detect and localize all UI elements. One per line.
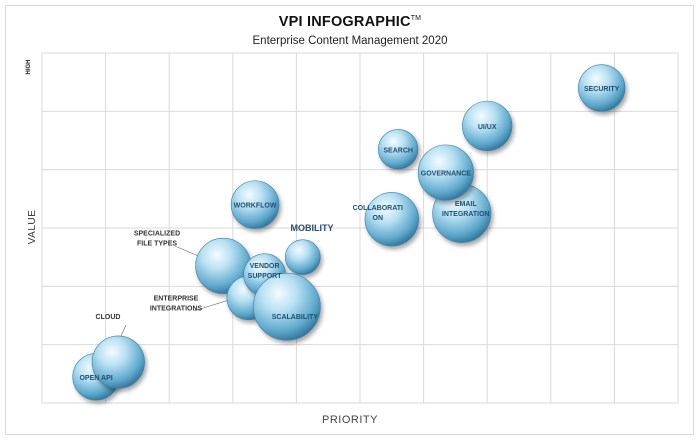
y-axis-label: VALUE — [27, 209, 38, 245]
y-axis-high-label: HIGH — [26, 59, 32, 75]
bubble-label-security: SECURITY — [584, 86, 620, 93]
bubble-mobility — [284, 239, 321, 275]
bubble-label-collaboration: COLLABORATI ON — [353, 205, 403, 222]
bubble-label-vendor-support: VENDOR SUPPORT — [248, 263, 283, 280]
bubble-label-search: SEARCH — [383, 147, 413, 154]
bubble-label-scalability: SCALABILITY — [272, 314, 319, 321]
title-trademark: TM — [410, 15, 422, 22]
bubble-search — [378, 129, 419, 170]
bubble-ui-ux — [462, 100, 513, 152]
bubble-layer — [72, 64, 626, 401]
bubble-label-governance: GOVERNANCE — [421, 171, 472, 178]
bubble-cloud — [91, 335, 145, 389]
bubble-label-workflow: WORKFLOW — [234, 203, 277, 210]
chart-title: VPI INFOGRAPHICTM — [278, 14, 422, 30]
bubble-label-open-api: OPEN API — [79, 375, 112, 382]
bubble-label-enterprise-integrations: ENTERPRISE INTEGRATIONS — [150, 296, 203, 313]
bubble-security — [578, 64, 626, 112]
label-layer: OPEN API CLOUD SPECIALIZED FILE TYPES ENTERP… — [79, 86, 619, 382]
x-axis-label: PRIORITY — [322, 414, 378, 426]
bubble-collaboration — [364, 192, 419, 247]
bubble-label-cloud: CLOUD — [96, 314, 121, 321]
bubble-label-ui-ux: UI/UX — [478, 124, 497, 131]
bubble-workflow — [230, 180, 280, 229]
bubble-label-email-integration: EMAIL INTEGRATION — [442, 201, 490, 218]
bubble-label-specialized-file-types: SPECIALIZED FILE TYPES — [134, 231, 180, 248]
grid-layer — [41, 52, 679, 404]
bubble-governance — [417, 144, 474, 201]
bubble-label-mobility: MOBILITY — [291, 223, 334, 233]
chart-subtitle: Enterprise Content Management 2020 — [252, 35, 448, 47]
bubble-scalability — [253, 272, 321, 341]
